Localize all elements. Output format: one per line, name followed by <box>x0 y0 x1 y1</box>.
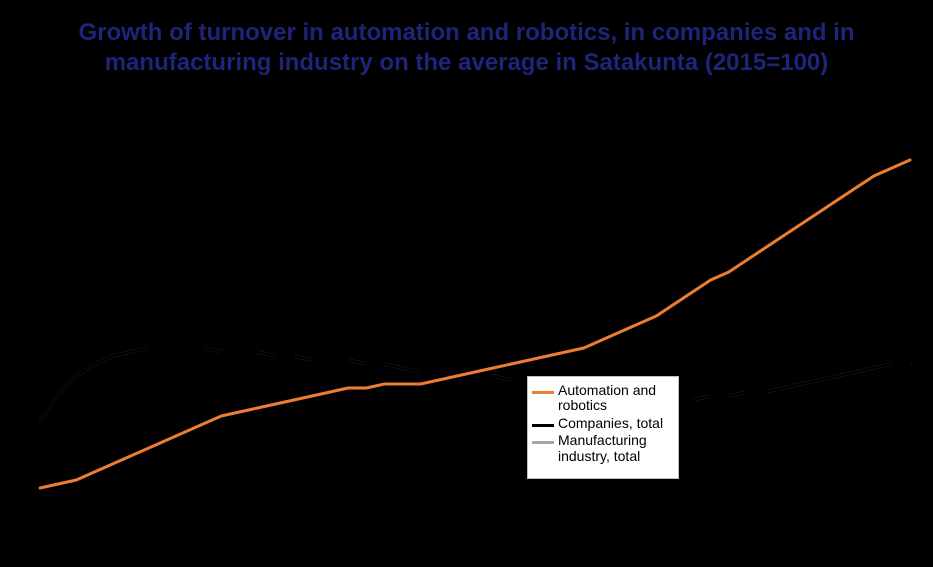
legend-label: Companies, total <box>558 416 663 431</box>
line-chart <box>0 0 933 567</box>
series-line <box>40 348 910 420</box>
legend-item: Companies, total <box>532 416 670 431</box>
series-line <box>40 348 910 420</box>
legend-label: Manufacturing industry, total <box>558 433 668 464</box>
legend-swatch <box>532 424 554 427</box>
series-line <box>40 160 910 488</box>
chart-title: Growth of turnover in automation and rob… <box>0 18 933 78</box>
legend-label: Automation and robotics <box>558 383 668 414</box>
chart-container: Growth of turnover in automation and rob… <box>0 0 933 567</box>
legend-swatch <box>532 391 554 394</box>
legend-item: Manufacturing industry, total <box>532 433 670 464</box>
legend-item: Automation and robotics <box>532 383 670 414</box>
legend: Automation and robotics Companies, total M… <box>527 376 679 479</box>
legend-swatch <box>532 441 554 444</box>
